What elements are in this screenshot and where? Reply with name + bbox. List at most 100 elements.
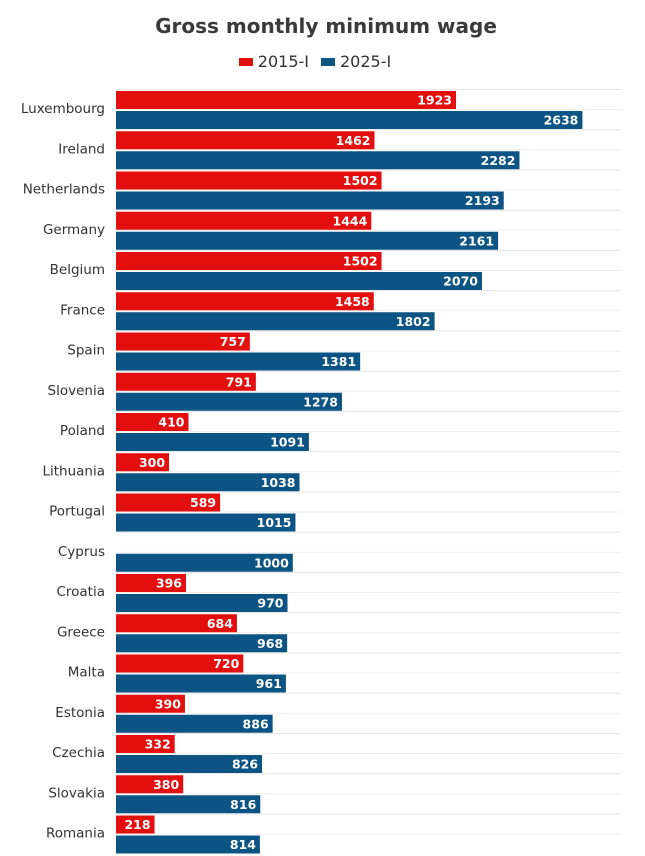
data-label-2025-i-portugal: 1015	[257, 515, 292, 530]
bar-2015-i-portugal	[116, 493, 221, 512]
category-label-greece: Greece	[57, 624, 105, 640]
bar-2025-i-ireland	[116, 151, 520, 170]
data-label-2015-i-netherlands: 1502	[343, 173, 378, 188]
bar-2025-i-poland	[116, 433, 309, 451]
bar-2025-i-croatia	[116, 594, 288, 612]
data-label-2025-i-france: 1802	[396, 314, 431, 329]
data-label-2025-i-malta: 961	[256, 676, 282, 691]
legend-label-2015: 2015-I	[257, 52, 309, 71]
bar-2015-i-poland	[116, 413, 189, 431]
bar-2015-i-netherlands	[116, 171, 382, 190]
data-label-2025-i-ireland: 2282	[481, 153, 516, 168]
data-label-2015-i-czechia: 332	[145, 737, 171, 752]
bar-2025-i-germany	[116, 231, 499, 250]
data-label-2025-i-cyprus: 1000	[254, 555, 289, 570]
bar-2025-i-slovenia	[116, 392, 342, 411]
data-label-2025-i-poland: 1091	[270, 435, 305, 450]
category-label-germany: Germany	[43, 222, 105, 238]
bar-2015-i-slovakia	[116, 775, 184, 794]
bar-2025-i-slovakia	[116, 795, 261, 814]
bar-2015-i-france	[116, 292, 374, 311]
category-label-czechia: Czechia	[52, 745, 105, 761]
data-label-2015-i-malta: 720	[213, 656, 239, 671]
data-label-2015-i-romania: 218	[124, 817, 150, 832]
category-label-lithuania: Lithuania	[42, 463, 105, 479]
bar-2025-i-malta	[116, 674, 286, 693]
bar-2015-i-spain	[116, 332, 250, 351]
category-label-spain: Spain	[67, 343, 105, 359]
bar-2015-i-lithuania	[116, 453, 170, 472]
bar-2025-i-greece	[116, 634, 288, 653]
bar-2015-i-slovenia	[116, 372, 256, 391]
bar-2015-i-ireland	[116, 131, 375, 150]
data-label-2015-i-croatia: 396	[156, 576, 182, 591]
chart-title: Gross monthly minimum wage	[155, 14, 497, 38]
data-label-2015-i-luxembourg: 1923	[417, 93, 452, 108]
data-label-2025-i-romania: 814	[230, 837, 256, 852]
data-label-2015-i-belgium: 1502	[343, 254, 378, 269]
bar-2025-i-spain	[116, 352, 361, 371]
bar-2025-i-portugal	[116, 513, 296, 532]
data-label-2025-i-estonia: 886	[243, 716, 269, 731]
data-label-2025-i-germany: 2161	[459, 233, 494, 248]
bar-2015-i-belgium	[116, 252, 382, 270]
category-label-france: France	[60, 302, 105, 318]
data-label-2025-i-croatia: 970	[257, 596, 283, 611]
data-label-2015-i-germany: 1444	[333, 213, 368, 228]
legend-swatch-2025	[321, 57, 335, 66]
bar-2025-i-cyprus	[116, 553, 293, 572]
category-label-portugal: Portugal	[49, 504, 105, 520]
category-label-slovakia: Slovakia	[48, 785, 105, 801]
data-label-2015-i-spain: 757	[220, 334, 246, 349]
data-label-2015-i-lithuania: 300	[139, 455, 165, 470]
bar-2015-i-croatia	[116, 574, 187, 592]
bar-2015-i-czechia	[116, 735, 175, 753]
data-label-2025-i-lithuania: 1038	[261, 475, 296, 490]
data-label-2025-i-netherlands: 2193	[465, 193, 500, 208]
category-label-romania: Romania	[46, 826, 105, 842]
data-label-2025-i-slovakia: 816	[230, 797, 256, 812]
category-label-ireland: Ireland	[58, 141, 105, 157]
data-label-2015-i-slovakia: 380	[153, 777, 179, 792]
category-label-malta: Malta	[68, 665, 105, 681]
bar-2015-i-estonia	[116, 694, 185, 713]
data-label-2015-i-estonia: 390	[155, 696, 181, 711]
data-label-2025-i-luxembourg: 2638	[544, 113, 579, 128]
data-label-2025-i-greece: 968	[257, 636, 283, 651]
data-label-2025-i-belgium: 2070	[443, 274, 478, 289]
data-label-2015-i-greece: 684	[207, 616, 233, 631]
bar-2025-i-lithuania	[116, 473, 300, 492]
data-label-2025-i-czechia: 826	[232, 757, 258, 772]
category-label-estonia: Estonia	[55, 705, 105, 721]
category-label-belgium: Belgium	[50, 262, 105, 278]
bar-2015-i-germany	[116, 211, 372, 230]
data-label-2025-i-slovenia: 1278	[303, 394, 338, 409]
legend-item-2025[interactable]: 2025-I	[321, 52, 391, 71]
bar-2025-i-belgium	[116, 272, 482, 290]
category-label-croatia: Croatia	[56, 584, 105, 600]
bar-2025-i-france	[116, 312, 435, 331]
category-label-slovenia: Slovenia	[48, 383, 105, 399]
bar-2025-i-romania	[116, 835, 260, 854]
legend: 2015-I 2025-I	[0, 52, 630, 71]
data-label-2015-i-france: 1458	[335, 294, 370, 309]
bar-2015-i-luxembourg	[116, 91, 456, 109]
bar-2025-i-estonia	[116, 714, 273, 733]
bar-2025-i-czechia	[116, 755, 263, 773]
bar-2015-i-greece	[116, 614, 237, 633]
category-label-cyprus: Cyprus	[58, 544, 105, 560]
category-label-poland: Poland	[60, 423, 105, 439]
category-label-luxembourg: Luxembourg	[21, 101, 105, 117]
category-label-netherlands: Netherlands	[23, 182, 105, 198]
legend-label-2025: 2025-I	[340, 52, 392, 71]
data-label-2015-i-ireland: 1462	[336, 133, 371, 148]
legend-item-2015[interactable]: 2015-I	[238, 52, 309, 71]
bar-2025-i-netherlands	[116, 191, 504, 210]
data-label-2015-i-poland: 410	[158, 415, 184, 430]
legend-swatch-2015	[238, 57, 253, 66]
bar-2025-i-luxembourg	[116, 111, 583, 129]
data-label-2015-i-slovenia: 791	[226, 374, 252, 389]
data-label-2025-i-spain: 1381	[321, 354, 356, 369]
data-label-2015-i-portugal: 589	[190, 495, 216, 510]
